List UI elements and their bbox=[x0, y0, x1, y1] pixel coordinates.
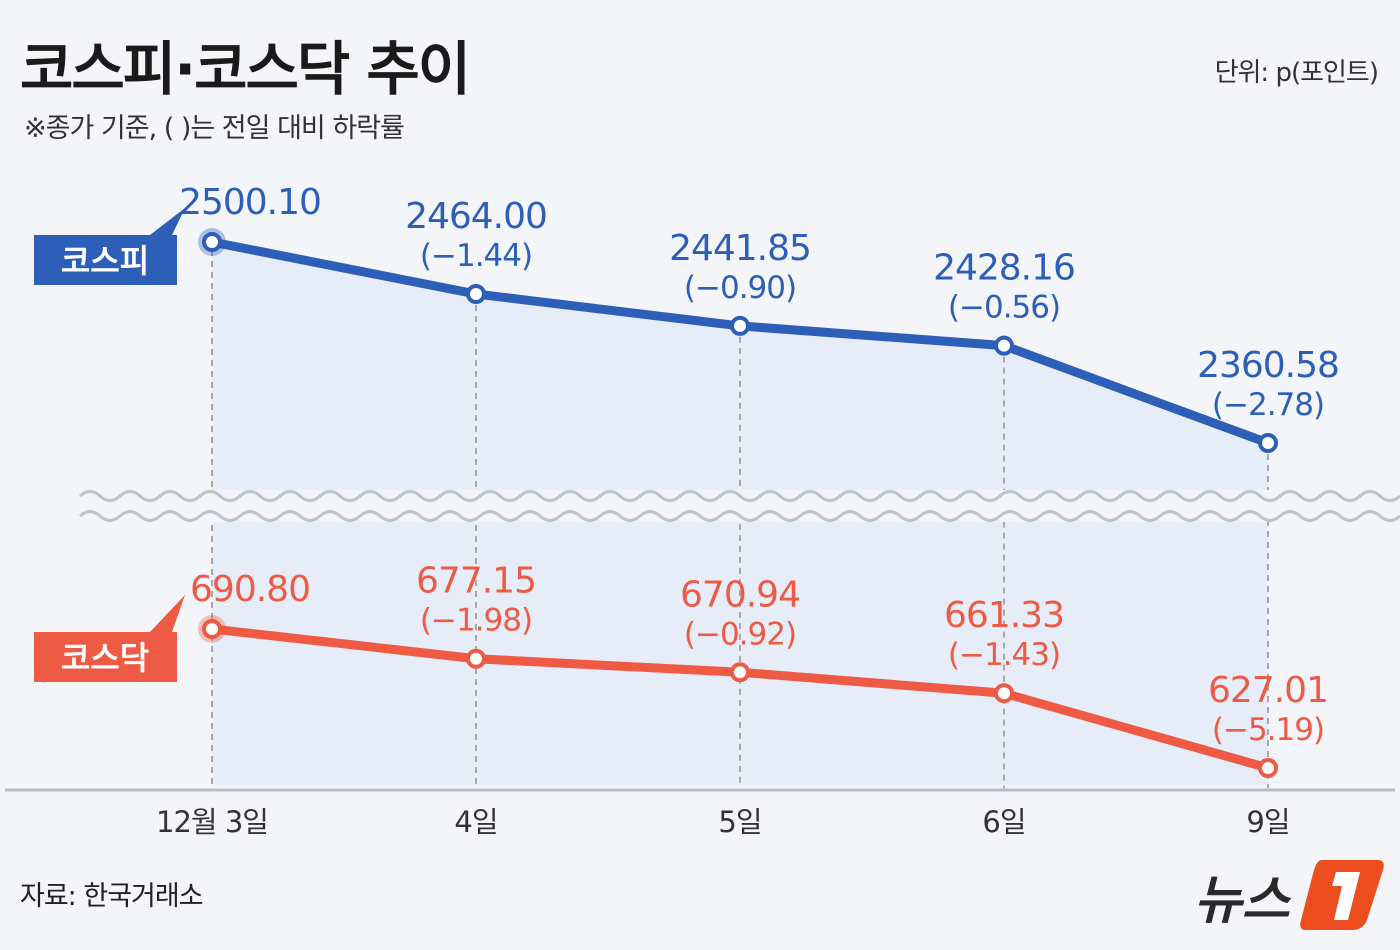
change-label: (−2.78) bbox=[1212, 387, 1324, 423]
change-label: (−0.56) bbox=[948, 290, 1060, 326]
x-tick-label: 4일 bbox=[454, 805, 497, 839]
chart-subtitle: ※종가 기준, ( )는 전일 대비 하락률 bbox=[24, 113, 405, 144]
data-point bbox=[202, 232, 222, 252]
x-tick-label: 12월 3일 bbox=[156, 805, 268, 839]
legend-pointer bbox=[150, 595, 185, 632]
svg-text:뉴스: 뉴스 bbox=[1194, 871, 1292, 931]
x-tick-label: 6일 bbox=[982, 805, 1025, 839]
legend-box bbox=[34, 235, 177, 285]
data-point bbox=[994, 335, 1014, 356]
change-label: (−0.92) bbox=[684, 616, 796, 652]
change-label: (−0.90) bbox=[684, 270, 796, 306]
value-label: 677.15 bbox=[416, 561, 536, 602]
change-label: (−1.43) bbox=[948, 637, 1060, 673]
x-tick-label: 5일 bbox=[718, 805, 761, 839]
chart-title: 코스피·코스닥 추이 bbox=[20, 35, 471, 103]
source-label: 자료: 한국거래소 bbox=[20, 881, 204, 912]
data-point bbox=[466, 648, 486, 669]
unit-label: 단위: p(포인트) bbox=[1214, 58, 1379, 88]
value-label: 2428.16 bbox=[933, 248, 1075, 289]
legend-label: 코스피 bbox=[61, 242, 149, 280]
value-label: 2441.85 bbox=[669, 228, 811, 269]
value-label: 670.94 bbox=[680, 574, 800, 615]
data-point bbox=[994, 683, 1014, 704]
news1-logo: 뉴스 bbox=[1194, 860, 1384, 931]
change-label: (−1.98) bbox=[420, 603, 532, 639]
data-point bbox=[1258, 758, 1278, 778]
data-point bbox=[466, 284, 486, 305]
data-point bbox=[730, 315, 750, 336]
value-label: 627.01 bbox=[1208, 670, 1328, 711]
value-label: 2360.58 bbox=[1197, 345, 1339, 386]
data-point bbox=[202, 619, 222, 639]
axis-break-wave bbox=[78, 490, 1400, 502]
data-point bbox=[1258, 433, 1278, 453]
x-tick-label: 9일 bbox=[1246, 805, 1289, 839]
legend-pointer bbox=[150, 208, 185, 235]
value-label: 2464.00 bbox=[405, 196, 547, 237]
value-label: 2500.10 bbox=[179, 182, 321, 223]
legend-box bbox=[34, 632, 177, 682]
data-point bbox=[730, 662, 750, 683]
change-label: (−5.19) bbox=[1212, 712, 1324, 748]
legend-label: 코스닥 bbox=[61, 639, 149, 677]
value-label: 661.33 bbox=[944, 595, 1064, 636]
axis-break-wave bbox=[78, 510, 1400, 522]
change-label: (−1.44) bbox=[420, 238, 532, 274]
value-label: 690.80 bbox=[190, 569, 310, 610]
